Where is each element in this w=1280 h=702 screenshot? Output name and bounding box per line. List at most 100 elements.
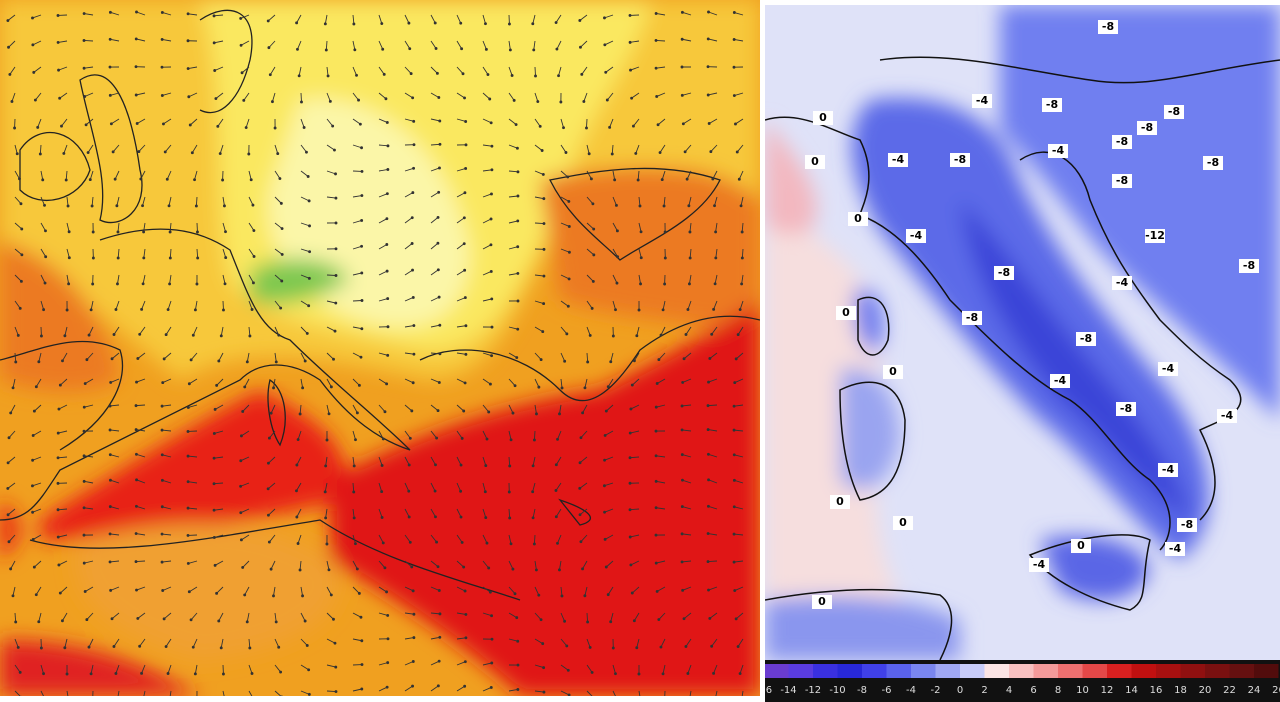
wind-arrow bbox=[456, 118, 466, 122]
arrow-head bbox=[706, 532, 710, 535]
wind-arrow bbox=[404, 482, 410, 492]
arrow-head bbox=[380, 490, 384, 494]
arrow-head bbox=[360, 663, 364, 666]
wind-arrow bbox=[169, 222, 172, 233]
arrow-head bbox=[61, 359, 64, 363]
wind-arrow bbox=[163, 118, 172, 125]
arrow-head bbox=[565, 644, 569, 648]
divider bbox=[760, 0, 765, 702]
label-box bbox=[1076, 332, 1096, 346]
wind-arrow bbox=[189, 586, 198, 593]
arrow-head bbox=[554, 489, 558, 492]
arrow-head bbox=[37, 620, 41, 624]
wind-arrow bbox=[456, 456, 462, 466]
arrow-head bbox=[196, 230, 199, 234]
arrow-head bbox=[222, 308, 225, 312]
arrow-head bbox=[578, 19, 582, 22]
wind-arrow bbox=[482, 218, 492, 224]
colorbar-swatch bbox=[1107, 664, 1132, 678]
arrow-head bbox=[380, 464, 384, 467]
arrow-head bbox=[680, 37, 684, 41]
arrow-head bbox=[436, 268, 440, 272]
wind-arrow bbox=[9, 66, 16, 75]
wind-arrow bbox=[142, 196, 146, 206]
arrow-head bbox=[664, 699, 666, 701]
wind-arrow bbox=[135, 560, 146, 563]
arrow-head bbox=[586, 620, 590, 624]
wind-arrow bbox=[404, 217, 413, 224]
arrow-head bbox=[556, 541, 559, 545]
arrow-head bbox=[354, 542, 357, 546]
wind-arrow bbox=[61, 118, 68, 127]
wind-arrow bbox=[456, 612, 466, 615]
arrow-head bbox=[512, 98, 516, 102]
arrow-head bbox=[109, 122, 113, 126]
arrow-head bbox=[532, 542, 536, 546]
arrow-head bbox=[732, 478, 736, 482]
wind-arrow bbox=[633, 612, 640, 621]
wind-arrow bbox=[378, 534, 384, 544]
arrow-head bbox=[31, 16, 34, 20]
wind-arrow bbox=[738, 170, 744, 180]
contour-label: -4 bbox=[1169, 542, 1182, 555]
wind-arrow bbox=[267, 14, 276, 22]
arrow-head bbox=[410, 409, 414, 413]
arrow-head bbox=[542, 222, 546, 225]
arrow-head bbox=[566, 304, 570, 308]
wind-arrow bbox=[62, 612, 68, 621]
arrow-head bbox=[686, 308, 690, 311]
wind-arrow bbox=[404, 637, 414, 640]
wind-arrow bbox=[136, 429, 146, 432]
wind-arrow bbox=[222, 248, 227, 258]
arrow-head bbox=[165, 177, 169, 181]
arrow-head bbox=[628, 40, 632, 44]
arrow-head bbox=[639, 256, 643, 260]
wind-arrow bbox=[84, 378, 94, 384]
wind-arrow bbox=[378, 169, 388, 172]
wind-arrow bbox=[214, 66, 224, 71]
arrow-head bbox=[39, 646, 43, 650]
wind-arrow bbox=[352, 586, 360, 594]
wind-arrow bbox=[404, 325, 414, 328]
arrow-head bbox=[160, 560, 164, 564]
wind-arrow bbox=[740, 196, 744, 206]
arrow-head bbox=[586, 360, 590, 364]
arrow-head bbox=[42, 308, 46, 312]
wind-arrow bbox=[605, 560, 614, 568]
arrow-head bbox=[307, 692, 311, 696]
label-box bbox=[972, 94, 992, 108]
arrow-head bbox=[83, 590, 87, 593]
wind-arrow bbox=[456, 66, 464, 74]
wind-arrow bbox=[430, 456, 436, 466]
wind-arrow bbox=[637, 170, 640, 181]
arrow-head bbox=[581, 567, 585, 571]
contour-label: 0 bbox=[899, 516, 907, 529]
arrow-head bbox=[438, 166, 441, 170]
wind-arrow bbox=[456, 40, 462, 49]
wind-arrow bbox=[136, 586, 146, 591]
arrow-head bbox=[516, 245, 520, 249]
wind-arrow bbox=[456, 168, 466, 172]
colorbar-label: 0 bbox=[957, 685, 963, 696]
contour-label: -8 bbox=[954, 153, 966, 166]
arrow-head bbox=[605, 98, 609, 102]
wind-arrow bbox=[58, 40, 68, 43]
contour-label: 0 bbox=[1077, 539, 1085, 552]
wind-arrow bbox=[684, 144, 692, 153]
wind-arrow bbox=[326, 378, 332, 388]
arrow-head bbox=[280, 695, 283, 696]
wind-arrow bbox=[378, 508, 383, 518]
wind-arrow bbox=[378, 270, 388, 276]
arrow-head bbox=[134, 560, 138, 564]
arrow-head bbox=[655, 94, 659, 98]
wind-arrow bbox=[508, 272, 518, 276]
wind-arrow bbox=[32, 14, 42, 19]
wind-arrow bbox=[430, 660, 440, 666]
arrow-head bbox=[631, 124, 635, 128]
arrow-head bbox=[31, 43, 35, 47]
wind-arrow bbox=[606, 92, 614, 101]
wind-arrow bbox=[635, 144, 640, 154]
wind-arrow bbox=[733, 429, 744, 432]
arrow-head bbox=[296, 438, 300, 441]
wind-arrow bbox=[456, 482, 462, 492]
